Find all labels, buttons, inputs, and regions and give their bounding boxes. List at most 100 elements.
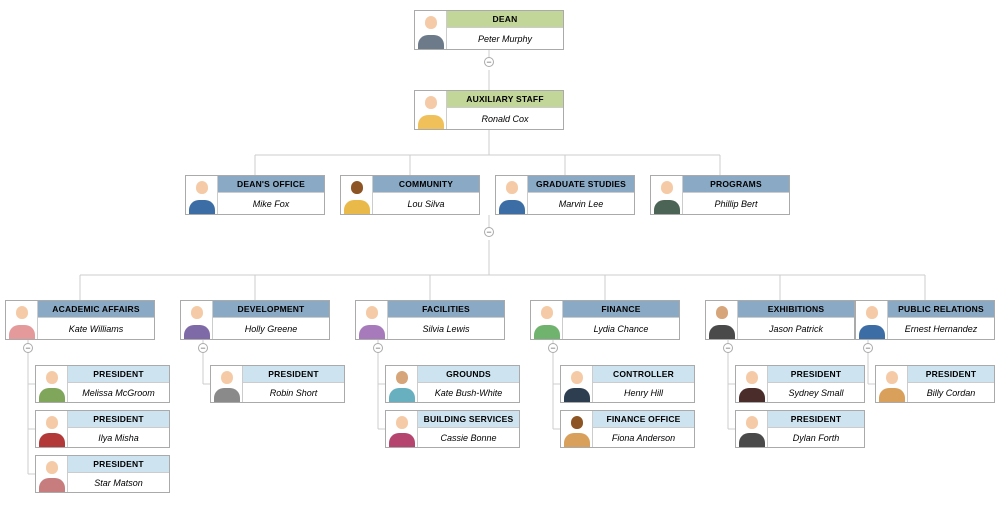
avatar-icon: [561, 366, 593, 402]
role-label: PRESIDENT: [768, 366, 864, 383]
role-label: GROUNDS: [418, 366, 519, 383]
avatar-icon: [531, 301, 563, 339]
person-name: Melissa McGroom: [68, 383, 169, 402]
role-label: PRESIDENT: [68, 366, 169, 383]
role-label: FINANCE: [563, 301, 679, 318]
avatar-icon: [736, 366, 768, 402]
role-label: PRESIDENT: [768, 411, 864, 428]
avatar-icon: [706, 301, 738, 339]
person-name: Phillip Bert: [683, 193, 789, 214]
person-name: Lydia Chance: [563, 318, 679, 339]
role-label: FINANCE OFFICE: [593, 411, 694, 428]
avatar-icon: [36, 456, 68, 492]
avatar-icon: [876, 366, 908, 402]
role-label: PUBLIC RELATIONS: [888, 301, 994, 318]
role-label: CONTROLLER: [593, 366, 694, 383]
person-name: Billy Cordan: [908, 383, 994, 402]
avatar-icon: [356, 301, 388, 339]
avatar-icon: [856, 301, 888, 339]
card-pr1[interactable]: PRESIDENTBilly Cordan: [875, 365, 995, 403]
avatar-icon: [36, 366, 68, 402]
avatar-icon: [36, 411, 68, 447]
person-name: Lou Silva: [373, 193, 479, 214]
role-label: DEVELOPMENT: [213, 301, 329, 318]
person-name: Marvin Lee: [528, 193, 634, 214]
person-name: Ilya Misha: [68, 428, 169, 447]
person-name: Dylan Forth: [768, 428, 864, 447]
avatar-icon: [561, 411, 593, 447]
role-label: PRESIDENT: [68, 456, 169, 473]
person-name: Ernest Hernandez: [888, 318, 994, 339]
role-label: PRESIDENT: [243, 366, 344, 383]
collapse-toggle-icon[interactable]: −: [723, 343, 733, 353]
avatar-icon: [181, 301, 213, 339]
collapse-toggle-icon[interactable]: −: [23, 343, 33, 353]
card-dev1[interactable]: PRESIDENTRobin Short: [210, 365, 345, 403]
card-deans-office[interactable]: DEAN'S OFFICE Mike Fox: [185, 175, 325, 215]
collapse-toggle-icon[interactable]: −: [484, 227, 494, 237]
role-label: DEAN: [447, 11, 563, 28]
card-graduate[interactable]: GRADUATE STUDIES Marvin Lee: [495, 175, 635, 215]
person-name: Star Matson: [68, 473, 169, 492]
person-name: Henry Hill: [593, 383, 694, 402]
person-name: Ronald Cox: [447, 108, 563, 129]
avatar-icon: [496, 176, 528, 214]
collapse-toggle-icon[interactable]: −: [198, 343, 208, 353]
avatar-icon: [415, 11, 447, 49]
avatar-icon: [6, 301, 38, 339]
role-label: ACADEMIC AFFAIRS: [38, 301, 154, 318]
collapse-toggle-icon[interactable]: −: [484, 57, 494, 67]
role-label: PRESIDENT: [68, 411, 169, 428]
card-development[interactable]: DEVELOPMENT Holly Greene: [180, 300, 330, 340]
role-label: DEAN'S OFFICE: [218, 176, 324, 193]
avatar-icon: [736, 411, 768, 447]
person-name: Holly Greene: [213, 318, 329, 339]
collapse-toggle-icon[interactable]: −: [548, 343, 558, 353]
role-label: BUILDING SERVICES: [418, 411, 519, 428]
card-ac2[interactable]: PRESIDENTIlya Misha: [35, 410, 170, 448]
card-fac1[interactable]: GROUNDSKate Bush-White: [385, 365, 520, 403]
card-pr[interactable]: PUBLIC RELATIONS Ernest Hernandez: [855, 300, 995, 340]
card-academic[interactable]: ACADEMIC AFFAIRS Kate Williams: [5, 300, 155, 340]
card-facilities[interactable]: FACILITIES Silvia Lewis: [355, 300, 505, 340]
card-ac1[interactable]: PRESIDENTMelissa McGroom: [35, 365, 170, 403]
role-label: COMMUNITY: [373, 176, 479, 193]
person-name: Kate Williams: [38, 318, 154, 339]
card-programs[interactable]: PROGRAMS Phillip Bert: [650, 175, 790, 215]
role-label: GRADUATE STUDIES: [528, 176, 634, 193]
avatar-icon: [186, 176, 218, 214]
card-community[interactable]: COMMUNITY Lou Silva: [340, 175, 480, 215]
person-name: Jason Patrick: [738, 318, 854, 339]
person-name: Kate Bush-White: [418, 383, 519, 402]
person-name: Peter Murphy: [447, 28, 563, 49]
card-fac2[interactable]: BUILDING SERVICESCassie Bonne: [385, 410, 520, 448]
avatar-icon: [415, 91, 447, 129]
avatar-icon: [651, 176, 683, 214]
card-exhibitions[interactable]: EXHIBITIONS Jason Patrick: [705, 300, 855, 340]
role-label: AUXILIARY STAFF: [447, 91, 563, 108]
avatar-icon: [386, 411, 418, 447]
card-ac3[interactable]: PRESIDENTStar Matson: [35, 455, 170, 493]
card-ex2[interactable]: PRESIDENTDylan Forth: [735, 410, 865, 448]
avatar-icon: [386, 366, 418, 402]
person-name: Robin Short: [243, 383, 344, 402]
person-name: Silvia Lewis: [388, 318, 504, 339]
card-aux[interactable]: AUXILIARY STAFF Ronald Cox: [414, 90, 564, 130]
person-name: Cassie Bonne: [418, 428, 519, 447]
avatar-icon: [341, 176, 373, 214]
role-label: PROGRAMS: [683, 176, 789, 193]
card-fin2[interactable]: FINANCE OFFICEFiona Anderson: [560, 410, 695, 448]
role-label: PRESIDENT: [908, 366, 994, 383]
role-label: FACILITIES: [388, 301, 504, 318]
card-fin1[interactable]: CONTROLLERHenry Hill: [560, 365, 695, 403]
card-finance[interactable]: FINANCE Lydia Chance: [530, 300, 680, 340]
collapse-toggle-icon[interactable]: −: [863, 343, 873, 353]
person-name: Mike Fox: [218, 193, 324, 214]
card-ex1[interactable]: PRESIDENTSydney Small: [735, 365, 865, 403]
avatar-icon: [211, 366, 243, 402]
person-name: Fiona Anderson: [593, 428, 694, 447]
role-label: EXHIBITIONS: [738, 301, 854, 318]
card-dean[interactable]: DEAN Peter Murphy: [414, 10, 564, 50]
collapse-toggle-icon[interactable]: −: [373, 343, 383, 353]
person-name: Sydney Small: [768, 383, 864, 402]
